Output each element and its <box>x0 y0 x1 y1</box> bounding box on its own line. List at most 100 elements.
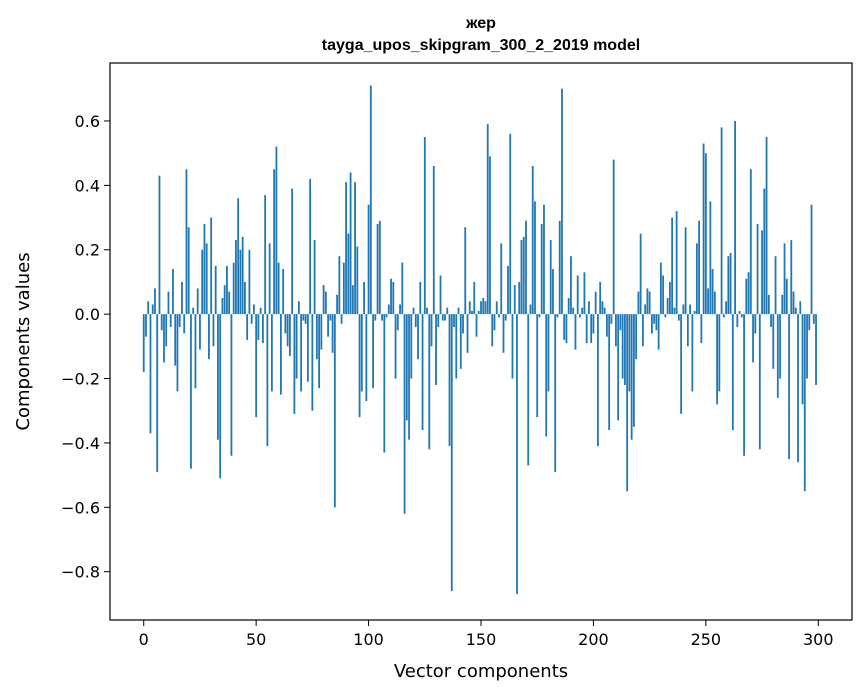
bar-245 <box>693 310 696 315</box>
y-tick-label: 0.6 <box>75 112 100 131</box>
bar-257 <box>720 127 723 315</box>
bar-182 <box>552 269 554 315</box>
bar-69 <box>297 301 300 315</box>
bar-189 <box>567 298 570 315</box>
bar-206 <box>606 314 608 337</box>
bar-25 <box>199 314 201 350</box>
bar-275 <box>761 230 763 315</box>
bar-65 <box>288 314 291 356</box>
bar-2 <box>147 301 150 315</box>
bar-17 <box>181 281 183 315</box>
bar-100 <box>367 204 370 315</box>
bar-264 <box>736 314 739 328</box>
bar-0 <box>142 314 145 373</box>
bar-204 <box>601 301 604 315</box>
bar-70 <box>300 314 303 392</box>
bar-8 <box>160 314 163 331</box>
bar-211 <box>617 314 620 421</box>
bar-164 <box>511 314 514 379</box>
bar-295 <box>806 314 808 379</box>
bar-50 <box>255 314 258 418</box>
bar-209 <box>612 159 615 315</box>
bar-39 <box>230 314 233 456</box>
bar-285 <box>783 243 786 315</box>
bar-293 <box>801 314 804 405</box>
bar-124 <box>421 314 424 431</box>
bar-200 <box>592 314 595 334</box>
bar-159 <box>500 243 503 315</box>
bar-7 <box>158 175 161 315</box>
bar-83 <box>329 314 332 321</box>
bar-87 <box>338 256 341 315</box>
bar-28 <box>205 243 208 315</box>
bar-239 <box>680 314 683 414</box>
bar-52 <box>259 307 262 315</box>
bar-273 <box>756 223 759 315</box>
bar-129 <box>432 166 435 315</box>
bar-183 <box>554 314 557 472</box>
bar-91 <box>347 233 350 315</box>
bar-154 <box>489 156 491 315</box>
bar-61 <box>279 314 282 395</box>
bar-166 <box>516 314 518 595</box>
bar-135 <box>446 307 449 315</box>
bar-42 <box>237 198 240 315</box>
bar-271 <box>752 314 754 363</box>
bar-47 <box>248 249 251 315</box>
bar-20 <box>187 227 190 315</box>
bar-94 <box>354 182 356 315</box>
y-tick-label: −0.2 <box>61 370 100 389</box>
bar-163 <box>509 133 512 315</box>
bar-40 <box>232 262 235 315</box>
x-axis-label: Vector components <box>394 661 568 682</box>
bar-279 <box>770 314 772 328</box>
bar-156 <box>493 314 496 331</box>
bar-108 <box>385 314 388 318</box>
bar-218 <box>633 314 635 427</box>
bar-1 <box>145 314 147 337</box>
bar-195 <box>581 307 584 315</box>
bar-251 <box>707 288 709 315</box>
bar-11 <box>167 291 170 315</box>
bar-121 <box>414 314 417 328</box>
y-tick-label: −0.4 <box>61 434 100 453</box>
bar-220 <box>637 291 640 315</box>
bar-274 <box>758 314 761 450</box>
bar-41 <box>235 240 237 315</box>
bar-221 <box>639 233 642 315</box>
bar-78 <box>318 314 321 389</box>
bar-205 <box>603 307 606 315</box>
bar-51 <box>257 314 260 340</box>
x-tick-label: 200 <box>578 630 609 649</box>
bar-291 <box>797 314 799 463</box>
bar-43 <box>239 249 242 315</box>
bar-171 <box>527 314 530 466</box>
bar-140 <box>457 307 460 315</box>
bar-71 <box>302 314 305 321</box>
bar-114 <box>399 304 401 315</box>
bar-157 <box>495 301 498 315</box>
bar-57 <box>270 314 273 392</box>
bar-16 <box>178 314 181 328</box>
bar-227 <box>653 314 656 324</box>
bar-281 <box>774 256 777 315</box>
plot-frame <box>109 62 853 621</box>
bar-246 <box>695 243 698 315</box>
bar-215 <box>626 314 629 492</box>
bar-240 <box>682 304 685 315</box>
bar-133 <box>441 314 444 321</box>
bar-107 <box>383 314 386 453</box>
bar-175 <box>536 314 539 418</box>
bar-103 <box>374 314 377 321</box>
bar-177 <box>540 223 543 315</box>
bar-228 <box>655 314 658 331</box>
bar-180 <box>547 314 550 392</box>
x-tick-label: 0 <box>139 630 149 649</box>
bar-190 <box>570 256 572 315</box>
bar-148 <box>475 314 478 337</box>
bar-241 <box>684 227 687 315</box>
bar-242 <box>686 314 689 347</box>
bar-55 <box>266 314 269 447</box>
bar-298 <box>812 314 815 324</box>
